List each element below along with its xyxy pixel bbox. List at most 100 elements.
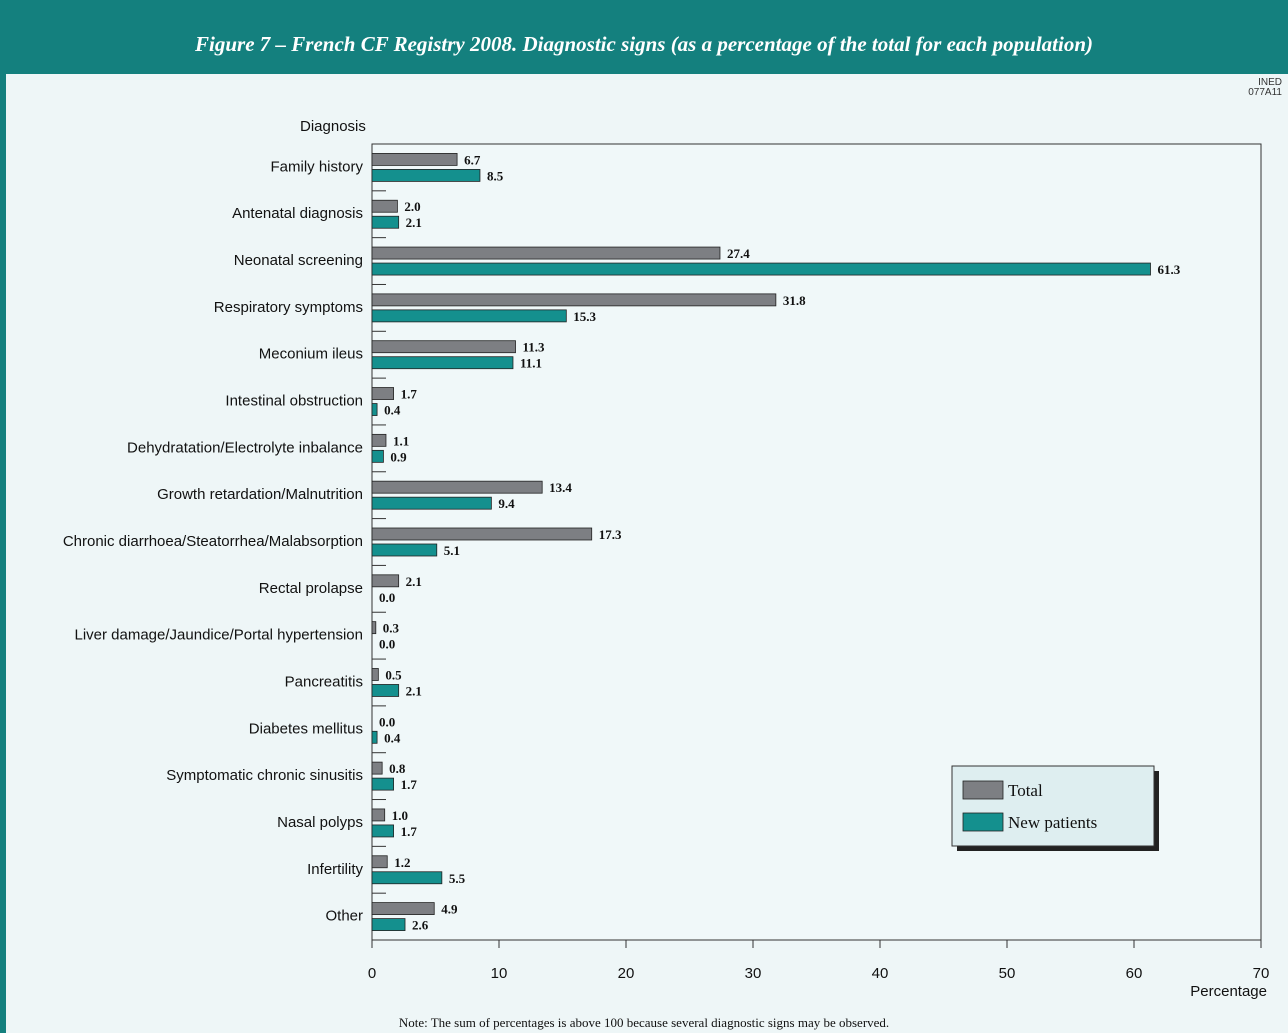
category-label: Family history: [270, 158, 363, 175]
category-label: Pancreatitis: [285, 673, 363, 690]
bar-new-patients: [371, 449, 384, 463]
bar-new-patients: [371, 262, 1151, 276]
legend-label-total: Total: [1008, 781, 1043, 800]
legend-swatch-total: [962, 780, 1004, 800]
bar-total: [371, 902, 435, 915]
value-label-new-patients: 1.7: [401, 777, 418, 792]
value-label-total: 27.4: [727, 246, 750, 261]
legend-box: [951, 765, 1155, 847]
figure-header: [0, 0, 1288, 74]
category-label: Antenatal diagnosis: [232, 205, 363, 222]
y-axis-title: Diagnosis: [300, 118, 366, 135]
bar-total: [371, 246, 721, 260]
bar-total: [371, 527, 593, 541]
value-label-total: 0.5: [385, 667, 402, 682]
value-label-total: 6.7: [464, 152, 481, 167]
bar-new-patients: [371, 403, 378, 416]
value-label-new-patients: 2.1: [406, 683, 422, 698]
x-tick-label: 70: [1253, 965, 1270, 982]
source-code: INED 077A11: [1248, 78, 1282, 98]
category-label: Dehydratation/Electrolyte inbalance: [127, 439, 363, 456]
category-label: Rectal prolapse: [259, 580, 363, 597]
category-label: Meconium ileus: [259, 346, 363, 363]
value-label-total: 2.0: [404, 199, 420, 214]
x-tick-label: 60: [1126, 965, 1143, 982]
value-label-total: 17.3: [599, 527, 622, 542]
value-label-total: 1.7: [401, 387, 418, 402]
x-tick-label: 20: [618, 965, 635, 982]
value-label-total: 2.1: [406, 574, 422, 589]
bar-total: [371, 761, 383, 775]
bar-total: [371, 340, 516, 354]
value-label-total: 4.9: [441, 902, 458, 917]
category-label: Respiratory symptoms: [214, 299, 363, 316]
category-label: Liver damage/Jaundice/Portal hypertensio…: [74, 627, 363, 644]
source-code-line: 077A11: [1248, 87, 1282, 98]
bar-total: [371, 293, 777, 307]
bar-new-patients: [371, 215, 400, 229]
value-label-total: 13.4: [549, 480, 572, 495]
category-label: Nasal polyps: [277, 814, 363, 831]
x-axis-title: Percentage: [1190, 983, 1267, 1000]
value-label-new-patients: 11.1: [520, 356, 542, 371]
bar-new-patients: [371, 730, 378, 744]
bar-new-patients: [371, 496, 492, 510]
bar-new-patients: [371, 169, 481, 182]
bar-total: [371, 855, 388, 869]
bar-total: [371, 153, 458, 166]
legend-label-new-patients: New patients: [1008, 813, 1097, 832]
value-label-new-patients: 1.7: [401, 824, 418, 839]
category-label: Neonatal screening: [234, 252, 363, 269]
bar-new-patients: [371, 356, 514, 370]
left-border: [0, 74, 6, 1033]
value-label-total: 1.1: [393, 433, 409, 448]
value-label-new-patients: 0.4: [384, 403, 401, 418]
source-code-line: INED: [1258, 77, 1282, 88]
value-label-new-patients: 0.0: [379, 637, 395, 652]
bar-new-patients: [371, 918, 406, 931]
legend-swatch-new-patients: [962, 812, 1004, 832]
value-label-total: 1.2: [394, 855, 410, 870]
bar-total: [371, 433, 387, 447]
figure-title: Figure 7 – French CF Registry 2008. Diag…: [195, 32, 1093, 56]
value-label-new-patients: 2.1: [406, 215, 422, 230]
x-tick-label: 50: [999, 965, 1016, 982]
value-label-new-patients: 5.1: [444, 543, 460, 558]
value-label-total: 0.8: [389, 761, 406, 776]
bar-new-patients: [371, 777, 394, 791]
bar-total: [371, 808, 386, 822]
category-label: Diabetes mellitus: [249, 720, 363, 737]
value-label-new-patients: 0.4: [384, 730, 401, 745]
bar-new-patients: [371, 871, 443, 885]
category-label: Growth retardation/Malnutrition: [157, 486, 363, 503]
value-label-new-patients: 2.6: [412, 918, 429, 933]
bar-new-patients: [371, 543, 438, 557]
value-label-new-patients: 0.9: [390, 449, 407, 464]
value-label-total: 0.0: [379, 714, 395, 729]
value-label-total: 31.8: [783, 293, 806, 308]
bar-new-patients: [371, 309, 567, 323]
bar-total: [371, 668, 379, 681]
x-tick-label: 10: [491, 965, 508, 982]
category-label: Infertility: [307, 861, 363, 878]
value-label-total: 0.3: [383, 621, 400, 636]
bar-total: [371, 387, 394, 400]
value-label-new-patients: 0.0: [379, 590, 395, 605]
x-tick-label: 30: [745, 965, 762, 982]
bar-total: [371, 621, 377, 635]
value-label-new-patients: 9.4: [498, 496, 515, 511]
value-label-new-patients: 61.3: [1158, 262, 1181, 277]
category-label: Symptomatic chronic sinusitis: [166, 767, 363, 784]
value-label-total: 11.3: [523, 340, 546, 355]
bar-total: [371, 480, 543, 494]
x-tick-label: 40: [872, 965, 889, 982]
category-label: Other: [325, 908, 363, 925]
value-label-new-patients: 8.5: [487, 168, 504, 183]
bar-total: [371, 574, 400, 588]
bar-new-patients: [371, 824, 394, 838]
value-label-new-patients: 15.3: [573, 309, 596, 324]
value-label-new-patients: 5.5: [449, 871, 466, 886]
value-label-total: 1.0: [392, 808, 408, 823]
